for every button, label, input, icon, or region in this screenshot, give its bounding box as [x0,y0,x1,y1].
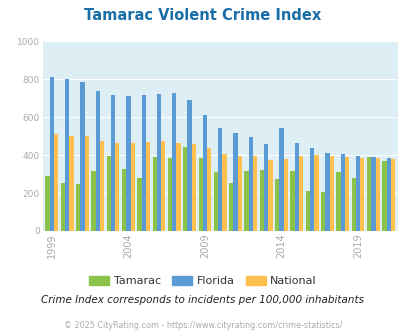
Bar [309,148,313,231]
Bar [168,158,172,231]
Legend: Tamarac, Florida, National: Tamarac, Florida, National [85,271,320,290]
Bar [65,79,69,231]
Bar [176,143,180,231]
Bar [183,147,187,231]
Bar [351,178,355,231]
Bar [69,136,73,231]
Bar [233,133,237,231]
Bar [91,171,95,231]
Bar [382,161,386,231]
Bar [137,178,141,231]
Bar [54,134,58,231]
Bar [259,170,263,231]
Text: Crime Index corresponds to incidents per 100,000 inhabitants: Crime Index corresponds to incidents per… [41,295,364,305]
Bar [84,136,89,231]
Bar [213,172,217,231]
Bar [161,141,165,231]
Bar [283,159,287,231]
Bar [263,144,268,231]
Bar [370,157,375,231]
Bar [366,157,370,231]
Bar [320,192,324,231]
Bar [207,148,211,231]
Bar [375,158,379,231]
Bar [202,115,207,231]
Text: © 2025 CityRating.com - https://www.cityrating.com/crime-statistics/: © 2025 CityRating.com - https://www.city… [64,321,341,330]
Bar [130,143,134,231]
Bar [156,94,161,231]
Text: Tamarac Violent Crime Index: Tamarac Violent Crime Index [84,8,321,23]
Bar [329,156,333,231]
Bar [141,95,145,231]
Bar [61,182,65,231]
Bar [386,158,390,231]
Bar [268,160,272,231]
Bar [152,157,156,231]
Bar [252,156,257,231]
Bar [111,95,115,231]
Bar [122,169,126,231]
Bar [359,158,364,231]
Bar [76,183,80,231]
Bar [100,141,104,231]
Bar [191,144,196,231]
Bar [340,154,344,231]
Bar [228,182,233,231]
Bar [237,156,241,231]
Bar [305,191,309,231]
Bar [145,142,150,231]
Bar [172,93,176,231]
Bar [222,154,226,231]
Bar [244,171,248,231]
Bar [298,156,303,231]
Bar [80,82,84,231]
Bar [344,157,348,231]
Bar [248,137,252,231]
Bar [275,179,279,231]
Bar [95,91,100,231]
Bar [294,143,298,231]
Bar [324,153,329,231]
Bar [198,158,202,231]
Bar [45,176,49,231]
Bar [187,100,191,231]
Bar [355,156,359,231]
Bar [313,155,318,231]
Bar [279,128,283,231]
Bar [390,159,394,231]
Bar [217,128,222,231]
Bar [335,172,340,231]
Bar [126,96,130,231]
Bar [115,143,119,231]
Bar [290,171,294,231]
Bar [107,156,111,231]
Bar [49,77,54,231]
